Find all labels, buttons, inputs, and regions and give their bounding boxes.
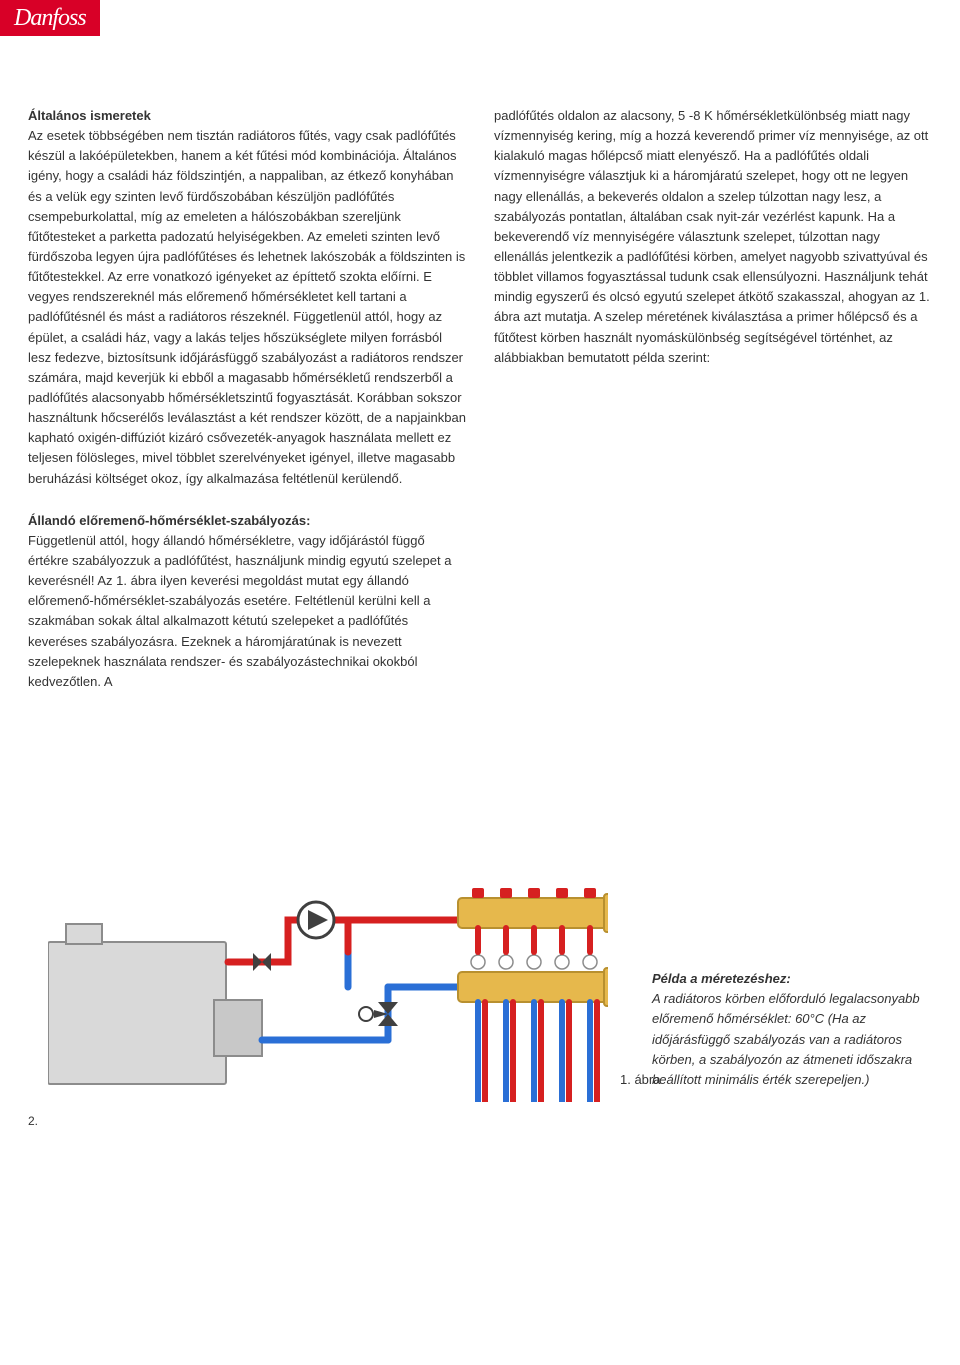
two-column-layout: Általános ismeretek Az esetek többségébe… [28,106,932,714]
sizing-example-box: Példa a méretezéshez: A radiátoros körbe… [652,969,932,1090]
right-column: padlófűtés oldalon az alacsony, 5 -8 K h… [494,106,932,714]
page-number: 2. [28,1112,932,1131]
section-constant-flow-body: Függetlenül attól, hogy állandó hőmérsék… [28,533,451,689]
sizing-example-title: Példa a méretezéshez: [652,971,791,986]
mixing-valve-icon [359,1002,398,1026]
page-body: Általános ismeretek Az esetek többségébe… [0,36,960,1149]
brand-logo: Danfoss [0,0,100,36]
left-column: Általános ismeretek Az esetek többségébe… [28,106,466,714]
right-column-body: padlófűtés oldalon az alacsony, 5 -8 K h… [494,106,932,368]
section-general-title: Általános ismeretek [28,108,151,123]
section-constant-flow-title: Állandó előremenő-hőmérséklet-szabályozá… [28,513,310,528]
stop-valve-icon [253,953,271,971]
section-constant-flow: Állandó előremenő-hőmérséklet-szabályozá… [28,511,466,692]
return-manifold [458,955,608,1006]
sizing-example-body: A radiátoros körben előforduló legalacso… [652,991,920,1087]
section-general: Általános ismeretek Az esetek többségébe… [28,106,466,489]
section-general-body: Az esetek többségében nem tisztán radiát… [28,128,466,485]
figure-1-diagram [48,802,608,1102]
header-bar: Danfoss [0,0,960,36]
figure-1-area: 1. ábra Példa a méretezéshez: A radiátor… [28,722,932,1102]
pump-icon [298,902,334,938]
